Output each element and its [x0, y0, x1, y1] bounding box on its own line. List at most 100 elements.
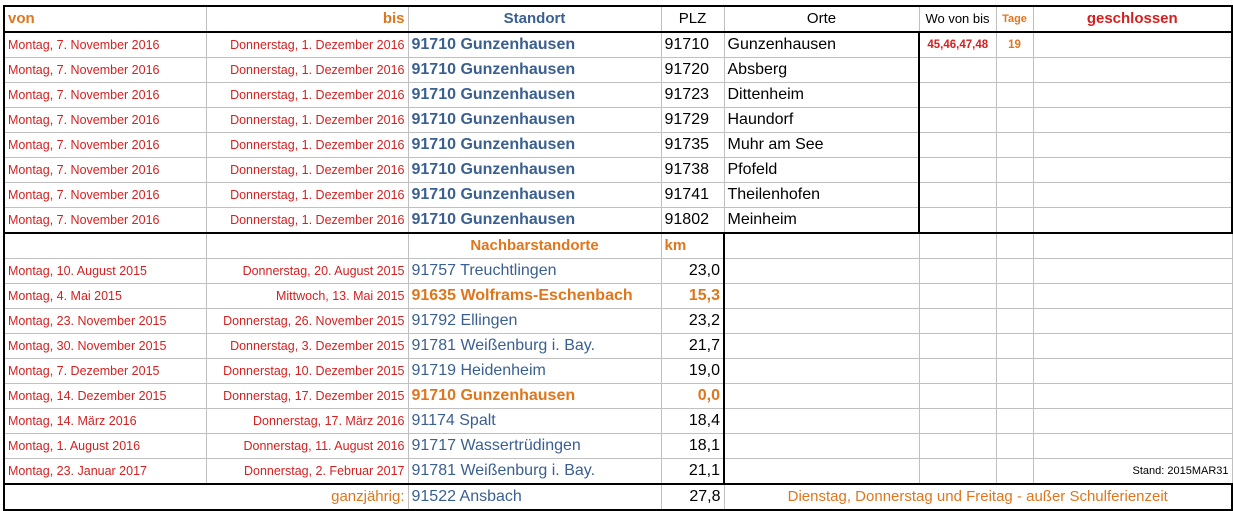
- cell-empty: [918, 408, 997, 434]
- neighbor-km-header: km: [660, 232, 725, 259]
- cell-standort: 91710 Gunzenhausen: [407, 82, 662, 108]
- cell-standort: 91710 Gunzenhausen: [407, 207, 662, 234]
- cell-wo-von-bis: [918, 82, 997, 108]
- cell-tage: [995, 57, 1034, 83]
- header-wo-von-bis: Wo von bis: [918, 5, 997, 33]
- cell-bis: Donnerstag, 1. Dezember 2016: [205, 31, 409, 58]
- cell-standort: 91174 Spalt: [407, 408, 662, 434]
- header-von: von: [3, 5, 207, 33]
- cell-empty: [723, 433, 920, 459]
- cell-standort: 91757 Treuchtlingen: [407, 258, 662, 284]
- cell-bis: Donnerstag, 3. Dezember 2015: [205, 333, 409, 359]
- cell-ort: Pfofeld: [723, 157, 920, 183]
- footer-note: Dienstag, Donnerstag und Freitag - außer…: [723, 483, 1233, 511]
- cell-extra: [1032, 358, 1233, 384]
- cell-bis: Donnerstag, 10. Dezember 2015: [205, 358, 409, 384]
- neighbor-row: Montag, 23. Januar 2017 Donnerstag, 2. F…: [3, 458, 1233, 485]
- cell-von: Montag, 14. Dezember 2015: [3, 383, 207, 409]
- cell-empty: [918, 458, 997, 485]
- cell-wo-von-bis: [918, 157, 997, 183]
- cell-ort: Meinheim: [723, 207, 920, 234]
- cell-von: Montag, 23. November 2015: [3, 308, 207, 334]
- cell-extra: [1032, 333, 1233, 359]
- cell-empty: [3, 232, 207, 259]
- cell-empty: [995, 408, 1034, 434]
- cell-standort: 91710 Gunzenhausen: [407, 157, 662, 183]
- cell-empty: [995, 232, 1034, 259]
- neighbor-row: Montag, 14. März 2016 Donnerstag, 17. Mä…: [3, 408, 1233, 434]
- cell-plz: 91723: [660, 82, 725, 108]
- cell-empty: [918, 258, 997, 284]
- cell-von: Montag, 14. März 2016: [3, 408, 207, 434]
- cell-bis: Donnerstag, 17. März 2016: [205, 408, 409, 434]
- cell-empty: [723, 283, 920, 309]
- cell-km: 18,4: [660, 408, 725, 434]
- cell-extra: [1032, 308, 1233, 334]
- cell-ort: Absberg: [723, 57, 920, 83]
- neighbor-row: Montag, 1. August 2016 Donnerstag, 11. A…: [3, 433, 1233, 459]
- cell-von: Montag, 7. November 2016: [3, 82, 207, 108]
- cell-von: Montag, 7. Dezember 2015: [3, 358, 207, 384]
- neighbor-row: Montag, 7. Dezember 2015 Donnerstag, 10.…: [3, 358, 1233, 384]
- cell-empty: [918, 283, 997, 309]
- cell-bis: Donnerstag, 26. November 2015: [205, 308, 409, 334]
- cell-km: 18,1: [660, 433, 725, 459]
- main-row: Montag, 7. November 2016 Donnerstag, 1. …: [3, 57, 1233, 83]
- neighbor-row: Montag, 30. November 2015 Donnerstag, 3.…: [3, 333, 1233, 359]
- cell-von: Montag, 7. November 2016: [3, 182, 207, 208]
- main-row: Montag, 7. November 2016 Donnerstag, 1. …: [3, 82, 1233, 108]
- cell-geschlossen: [1032, 157, 1233, 183]
- footer-km: 27,8: [660, 483, 725, 511]
- cell-plz: 91710: [660, 31, 725, 58]
- cell-plz: 91741: [660, 182, 725, 208]
- cell-empty: [995, 283, 1034, 309]
- cell-empty: [995, 358, 1034, 384]
- cell-bis: Donnerstag, 11. August 2016: [205, 433, 409, 459]
- cell-standort: 91710 Gunzenhausen: [407, 182, 662, 208]
- cell-standort: 91710 Gunzenhausen: [407, 107, 662, 133]
- cell-geschlossen: [1032, 82, 1233, 108]
- cell-km: 15,3: [660, 283, 725, 309]
- cell-standort: 91792 Ellingen: [407, 308, 662, 334]
- cell-empty: [995, 308, 1034, 334]
- cell-empty: [918, 232, 997, 259]
- cell-plz: 91729: [660, 107, 725, 133]
- header-standort: Standort: [407, 5, 662, 33]
- stand-label: Stand: 2015MAR31: [1032, 458, 1233, 485]
- cell-empty: [723, 258, 920, 284]
- cell-bis: Donnerstag, 1. Dezember 2016: [205, 57, 409, 83]
- cell-tage: [995, 132, 1034, 158]
- cell-wo-von-bis: 45,46,47,48: [918, 31, 997, 58]
- neighbor-row: Montag, 23. November 2015 Donnerstag, 26…: [3, 308, 1233, 334]
- cell-standort: 91710 Gunzenhausen: [407, 132, 662, 158]
- cell-geschlossen: [1032, 57, 1233, 83]
- cell-von: Montag, 10. August 2015: [3, 258, 207, 284]
- cell-wo-von-bis: [918, 207, 997, 234]
- cell-empty: [723, 358, 920, 384]
- cell-standort: 91717 Wassertrüdingen: [407, 433, 662, 459]
- cell-empty: [995, 458, 1034, 485]
- cell-empty: [918, 308, 997, 334]
- main-row: Montag, 7. November 2016 Donnerstag, 1. …: [3, 107, 1233, 133]
- header-orte: Orte: [723, 5, 920, 33]
- cell-km: 21,7: [660, 333, 725, 359]
- cell-von: Montag, 7. November 2016: [3, 57, 207, 83]
- cell-km: 0,0: [660, 383, 725, 409]
- header-tage: Tage: [995, 5, 1034, 33]
- neighbor-row: Montag, 4. Mai 2015 Mittwoch, 13. Mai 20…: [3, 283, 1233, 309]
- cell-standort: 91719 Heidenheim: [407, 358, 662, 384]
- header-plz: PLZ: [660, 5, 725, 33]
- cell-empty: [205, 232, 409, 259]
- cell-ort: Haundorf: [723, 107, 920, 133]
- cell-bis: Donnerstag, 1. Dezember 2016: [205, 182, 409, 208]
- cell-von: Montag, 23. Januar 2017: [3, 458, 207, 485]
- cell-wo-von-bis: [918, 107, 997, 133]
- cell-empty: [918, 358, 997, 384]
- cell-bis: Donnerstag, 1. Dezember 2016: [205, 132, 409, 158]
- cell-empty: [918, 433, 997, 459]
- cell-empty: [995, 383, 1034, 409]
- cell-empty: [1032, 232, 1233, 259]
- schedule-table: von bis Standort PLZ Orte Wo von bis Tag…: [3, 5, 1233, 511]
- cell-von: Montag, 7. November 2016: [3, 31, 207, 58]
- main-row: Montag, 7. November 2016 Donnerstag, 1. …: [3, 182, 1233, 208]
